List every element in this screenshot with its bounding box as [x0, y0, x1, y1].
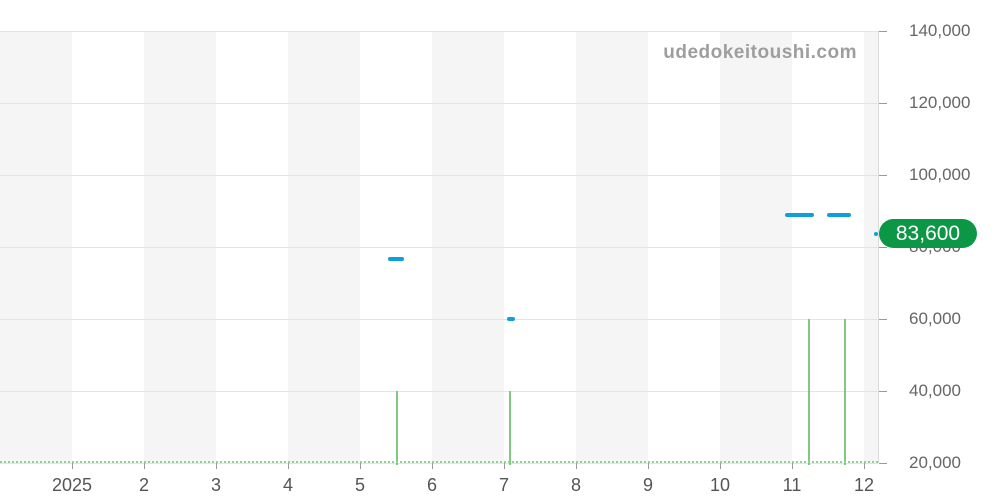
x-axis-tick — [144, 463, 145, 469]
y-axis-label: 60,000 — [909, 309, 961, 328]
gridline — [0, 31, 878, 32]
y-axis-label: 40,000 — [909, 381, 961, 400]
x-axis-label: 7 — [498, 475, 509, 495]
current-price-value: 83,600 — [895, 221, 961, 245]
price-dash-mark — [507, 317, 516, 322]
plot-right-border — [878, 31, 879, 463]
x-axis-tick — [576, 463, 577, 469]
price-dash-mark — [784, 213, 814, 218]
gridline — [0, 319, 878, 320]
low-price-spike — [509, 391, 512, 465]
x-axis-tick — [432, 463, 433, 469]
x-axis-label: 10 — [709, 475, 731, 495]
y-axis-tick — [879, 103, 887, 104]
x-axis-tick — [504, 463, 505, 469]
low-price-spike — [395, 391, 398, 465]
price-dash-mark — [873, 232, 878, 237]
x-axis-tick — [288, 463, 289, 469]
y-axis-tick — [879, 391, 887, 392]
y-axis-tick — [879, 175, 887, 176]
x-axis-tick — [360, 463, 361, 469]
watermark-text: udedokeitoushi.com — [663, 42, 857, 63]
y-axis-label: 20,000 — [909, 453, 961, 472]
price-dash-mark — [826, 213, 851, 218]
baseline-dotted-line — [0, 461, 878, 463]
gridline — [0, 175, 878, 176]
current-price-badge: 83,600 — [879, 219, 977, 248]
gridline — [0, 103, 878, 104]
y-axis-label: 120,000 — [909, 93, 971, 112]
x-axis-label: 5 — [354, 475, 365, 495]
low-price-spike — [843, 319, 846, 465]
x-axis-tick — [792, 463, 793, 469]
x-axis-label: 4 — [282, 475, 293, 495]
x-axis-label: 2 — [138, 475, 149, 495]
y-axis-tick — [879, 31, 887, 32]
x-axis-tick — [72, 463, 73, 469]
x-axis-label: 3 — [210, 475, 221, 495]
x-axis-label: 12 — [853, 475, 875, 495]
x-axis-tick — [720, 463, 721, 469]
y-axis-label: 100,000 — [909, 165, 971, 184]
x-axis-tick — [216, 463, 217, 469]
y-axis-tick — [879, 463, 887, 464]
x-axis-label: 8 — [570, 475, 581, 495]
x-axis-label: 9 — [642, 475, 653, 495]
gridline — [0, 463, 878, 464]
low-price-spike — [807, 319, 810, 465]
y-axis-tick — [879, 247, 887, 248]
price-dash-mark — [388, 256, 404, 261]
y-axis-tick — [879, 319, 887, 320]
gridline — [0, 391, 878, 392]
x-axis-label: 11 — [782, 475, 802, 495]
x-axis-tick — [648, 463, 649, 469]
x-axis-label: 6 — [426, 475, 437, 495]
y-axis-label: 140,000 — [909, 21, 971, 40]
gridline — [0, 247, 878, 248]
x-axis-label: 2025 — [51, 475, 93, 495]
x-axis-tick — [864, 463, 865, 469]
